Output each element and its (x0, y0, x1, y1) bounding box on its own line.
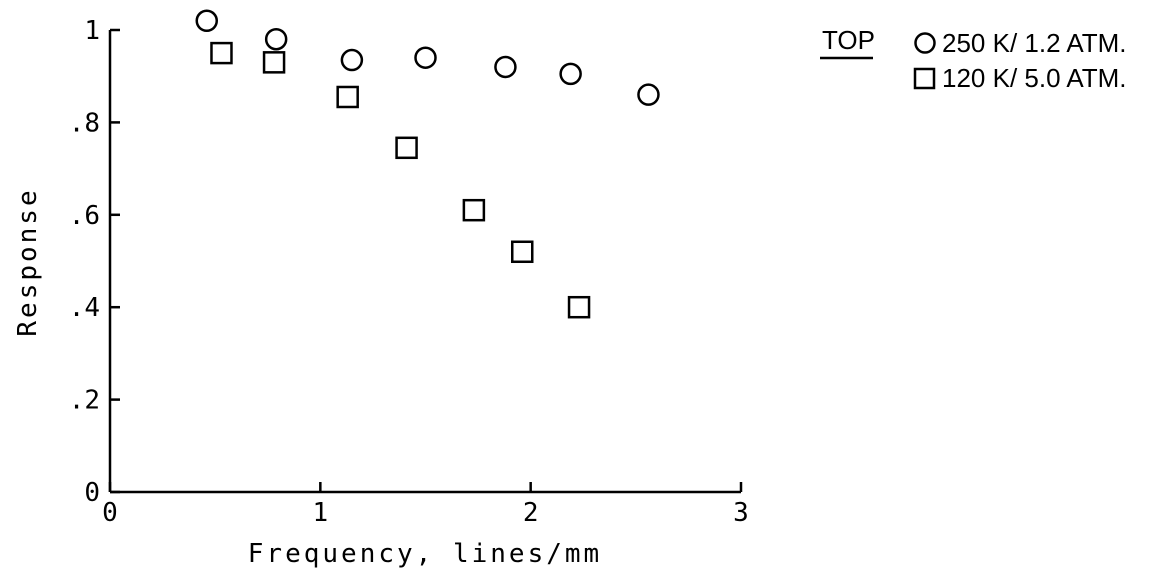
data-point-square (210, 41, 233, 65)
x-tick-label: 3 (733, 498, 749, 528)
data-point-circle (195, 9, 219, 33)
data-point-square (395, 136, 418, 160)
y-tick-label: .8 (69, 108, 100, 138)
y-tick-label: .4 (69, 293, 100, 323)
x-tick-label: 2 (523, 498, 539, 528)
y-tick-label: .2 (69, 386, 100, 416)
y-axis-title: Response (13, 187, 43, 336)
data-point-square (462, 198, 486, 222)
legend-label-series-1: 250 K/ 1.2 ATM. (942, 28, 1127, 58)
data-points (195, 9, 660, 319)
y-tick-label: .6 (69, 201, 100, 231)
data-point-square (511, 240, 534, 264)
y-tick-label: 1 (84, 16, 100, 46)
legend-square-marker (913, 67, 936, 90)
x-tick-label: 1 (313, 498, 329, 528)
x-axis-title: Frequency, lines/mm (248, 539, 602, 569)
data-point-circle (264, 27, 288, 51)
legend: TOP 250 K/ 1.2 ATM. 120 K/ 5.0 ATM. (820, 25, 1127, 93)
data-point-circle (414, 46, 437, 69)
ticks (108, 28, 743, 494)
y-tick-label: 0 (84, 478, 100, 508)
data-point-square (567, 295, 591, 319)
data-point-square (262, 51, 286, 74)
data-point-square (336, 85, 359, 109)
data-point-circle (494, 55, 517, 79)
legend-title: TOP (822, 25, 875, 55)
legend-label-series-2: 120 K/ 5.0 ATM. (942, 63, 1127, 93)
data-point-circle (559, 62, 582, 86)
data-point-circle (637, 83, 660, 106)
tick-labels: 0 1 2 3 0 .2 .4 .6 .8 1 (69, 16, 749, 528)
legend-circle-marker (914, 32, 936, 54)
axes (108, 30, 741, 494)
x-tick-label: 0 (102, 498, 118, 528)
data-point-circle (340, 48, 364, 72)
